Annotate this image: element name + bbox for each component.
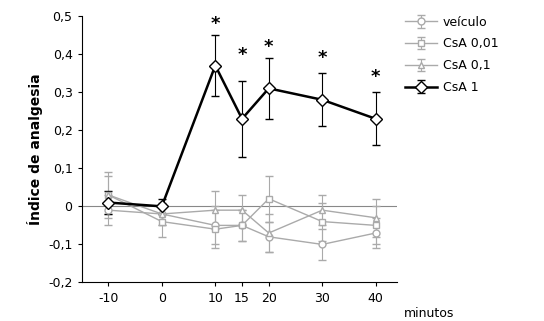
- Y-axis label: Índice de analgesia: Índice de analgesia: [27, 74, 42, 225]
- Text: *: *: [264, 38, 274, 56]
- Text: *: *: [318, 49, 327, 67]
- Text: *: *: [237, 46, 247, 64]
- Text: *: *: [371, 68, 380, 86]
- Text: *: *: [211, 15, 220, 33]
- Text: minutos: minutos: [404, 308, 454, 320]
- Legend: veículo, CsA 0,01, CsA 0,1, CsA 1: veículo, CsA 0,01, CsA 0,1, CsA 1: [400, 11, 503, 99]
